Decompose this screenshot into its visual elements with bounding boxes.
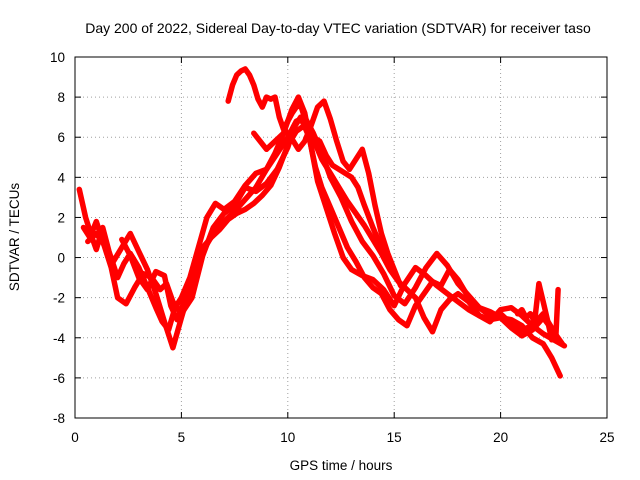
y-axis-label: SDTVAR / TECUs	[7, 183, 22, 292]
y-tick-label: 0	[57, 251, 65, 266]
y-tick-label: -8	[53, 411, 65, 426]
grid-lines	[75, 57, 607, 418]
chart-title: Day 200 of 2022, Sidereal Day-to-day VTE…	[85, 20, 591, 36]
y-tick-label: -2	[53, 291, 65, 306]
x-tick-label: 25	[599, 430, 614, 445]
y-tick-label: 6	[57, 130, 65, 145]
x-tick-label: 5	[178, 430, 186, 445]
plot-frame	[74, 56, 608, 419]
y-tick-label: -6	[53, 371, 65, 386]
series-track-a	[76, 94, 563, 379]
x-tick-label: 10	[280, 430, 295, 445]
x-tick-label: 15	[387, 430, 402, 445]
x-axis-label: GPS time / hours	[290, 458, 393, 473]
data-series	[76, 66, 568, 379]
y-tick-label: 10	[50, 50, 65, 65]
series-track-e	[225, 66, 393, 271]
x-tick-label: 0	[71, 430, 79, 445]
y-tick-label: 2	[57, 210, 65, 225]
series-track-d	[119, 122, 555, 335]
y-tick-label: 4	[57, 170, 65, 185]
y-tick-label: 8	[57, 90, 65, 105]
series-track-g	[514, 280, 561, 343]
series-track-f	[251, 98, 404, 289]
axes: 0 5 10 15 20 25 -8 -6 -4 -2 0 2 4 6 8 10	[50, 50, 615, 445]
x-tick-label: 20	[493, 430, 508, 445]
y-tick-label: -4	[53, 331, 65, 346]
